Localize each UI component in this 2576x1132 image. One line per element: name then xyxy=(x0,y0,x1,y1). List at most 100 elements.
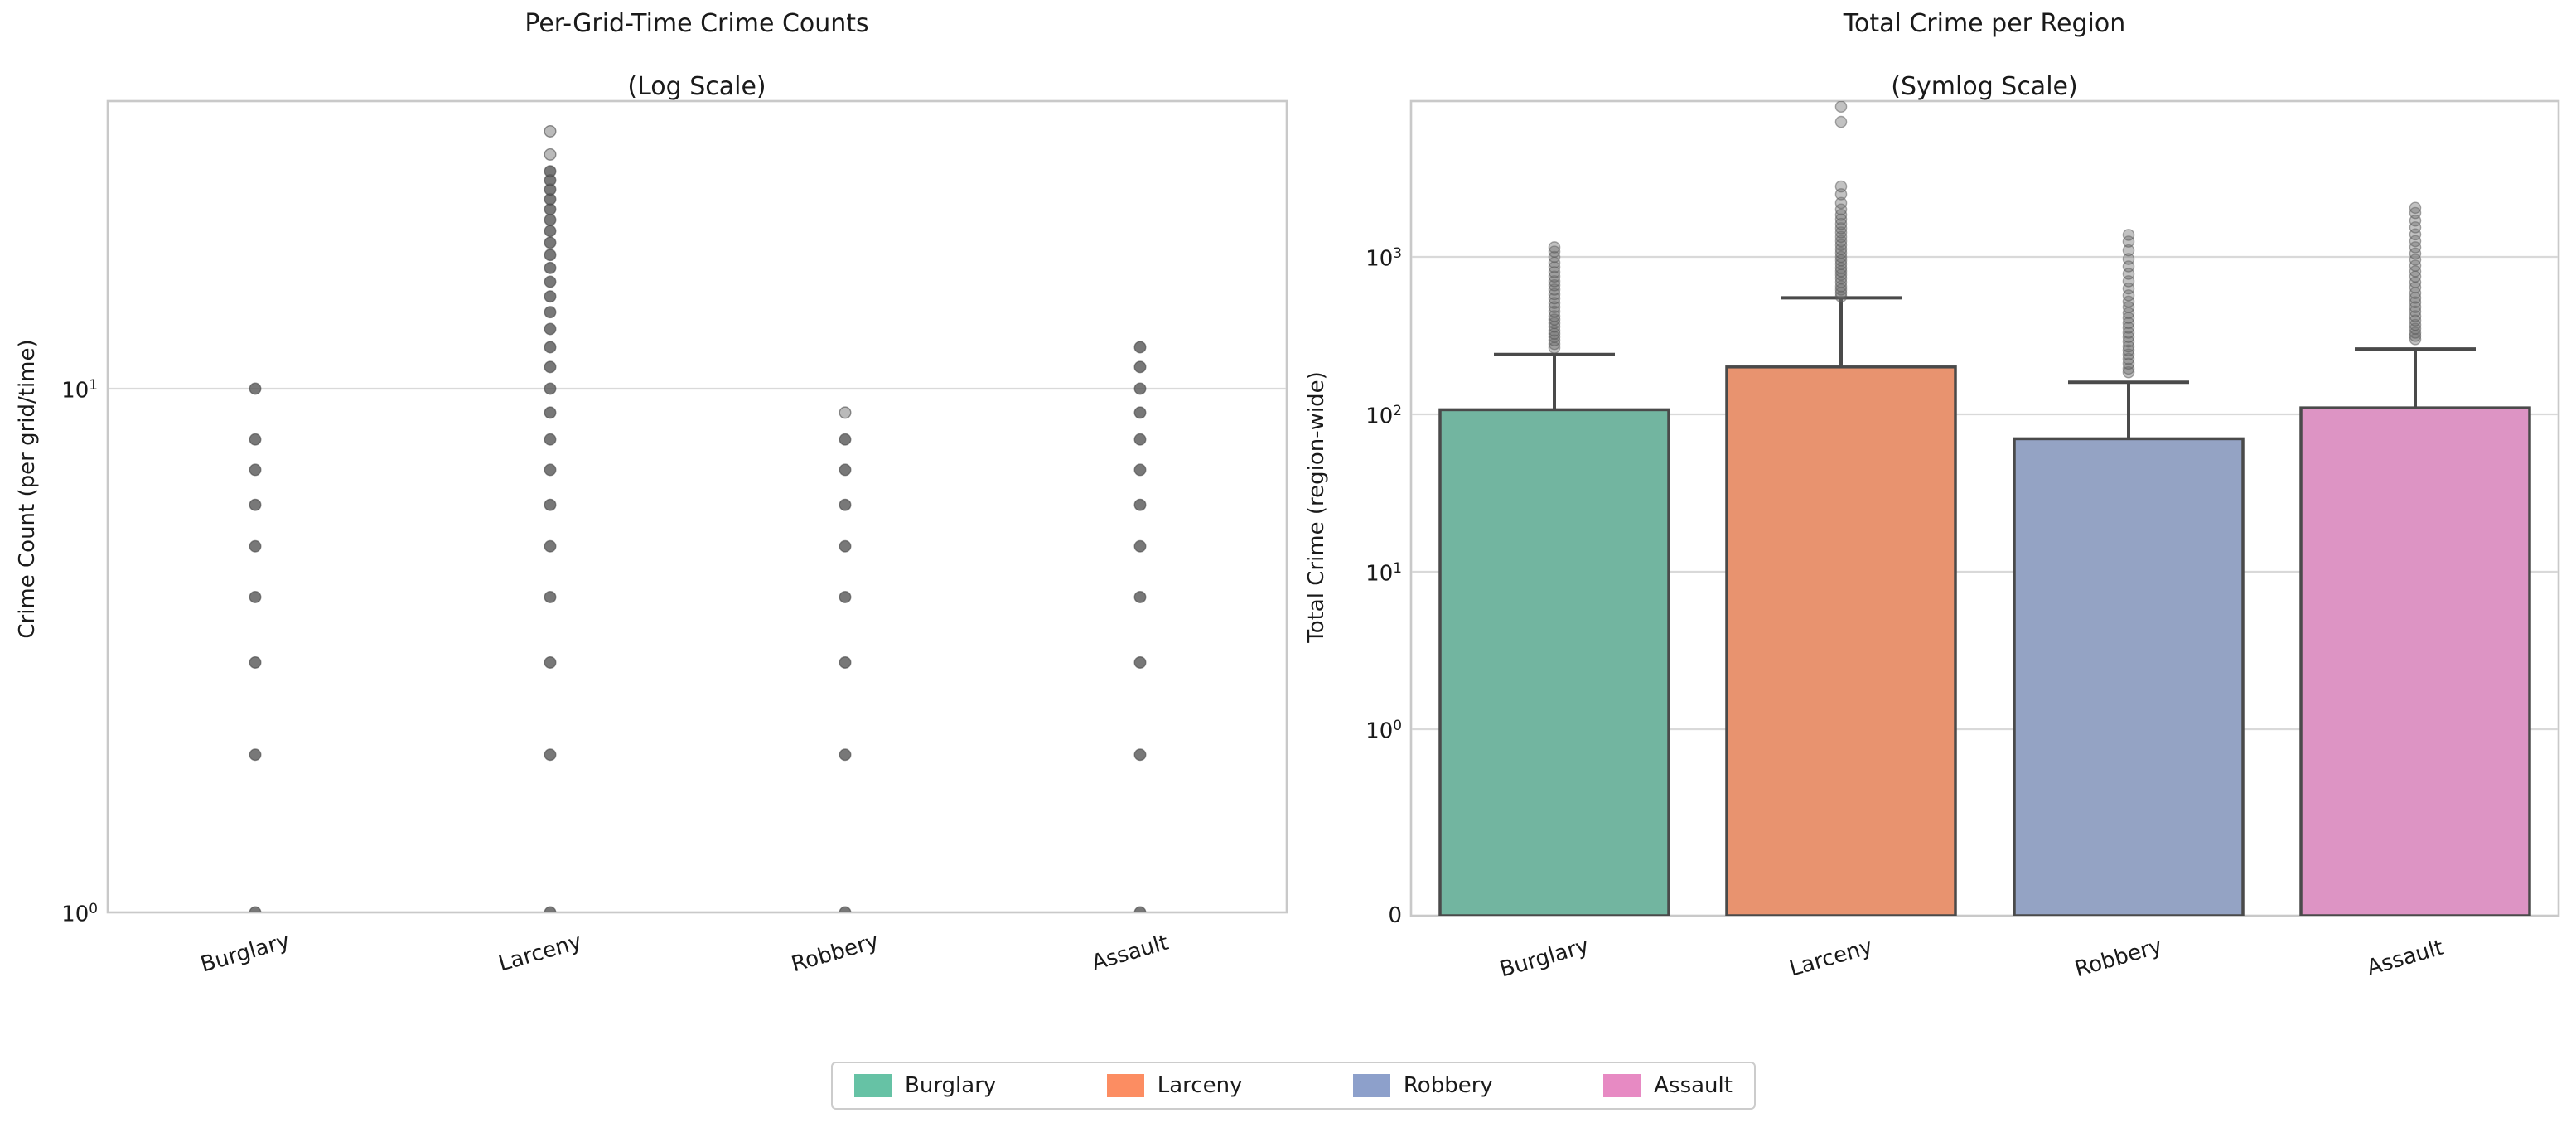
right-plot-title: Total Crime per Region (Symlog Scale) xyxy=(1404,8,2564,103)
strip-dot-assault-3 xyxy=(1133,655,1147,669)
legend-item-burglary: Burglary xyxy=(854,1073,996,1098)
outlier-dot-robbery-290 xyxy=(2122,335,2135,348)
strip-dot-larceny-2 xyxy=(544,748,557,762)
outlier-dot-larceny-1260 xyxy=(1834,235,1848,248)
strip-dot-larceny-4 xyxy=(544,590,557,603)
outlier-dot-assault-960 xyxy=(2409,254,2422,266)
strip-dot-assault-7 xyxy=(1133,463,1147,477)
strip-dot-robbery-7 xyxy=(839,463,852,477)
strip-dot-assault-10 xyxy=(1133,382,1147,395)
outlier-dot-larceny-1730 xyxy=(1834,213,1848,226)
legend-label-assault: Assault xyxy=(1654,1073,1733,1098)
outlier-dot-assault-515 xyxy=(2409,296,2422,309)
strip-dot-larceny-31 xyxy=(544,124,557,138)
strip-dot-burglary-10 xyxy=(249,382,262,395)
outlier-dot-burglary-1080 xyxy=(1548,245,1561,258)
outlier-dot-burglary-480 xyxy=(1548,301,1561,313)
legend-swatch-burglary xyxy=(854,1074,892,1097)
y-tick-label-10e1: 101 xyxy=(1365,559,1402,587)
legend-item-assault: Assault xyxy=(1603,1073,1733,1098)
strip-dot-larceny-15 xyxy=(544,290,557,303)
outlier-dot-robbery-255 xyxy=(2122,344,2135,357)
strip-dot-larceny-1 xyxy=(544,906,557,912)
strip-dot-assault-6 xyxy=(1133,498,1147,511)
bar-larceny xyxy=(1725,365,1957,916)
strip-dot-burglary-8 xyxy=(249,433,262,446)
strip-dot-larceny-17 xyxy=(544,261,557,274)
strip-dot-robbery-4 xyxy=(839,590,852,603)
strip-dot-burglary-5 xyxy=(249,539,262,553)
strip-dot-burglary-2 xyxy=(249,748,262,762)
right-y-axis-label: Total Crime (region-wide) xyxy=(1304,371,1329,643)
legend-swatch-robbery xyxy=(1352,1074,1390,1097)
strip-dot-larceny-18 xyxy=(544,249,557,262)
left-plot-title-line2: (Log Scale) xyxy=(627,72,766,101)
strip-dot-larceny-8 xyxy=(544,433,557,446)
y-tick-label-10e0: 100 xyxy=(1365,717,1402,744)
strip-dot-burglary-3 xyxy=(249,655,262,669)
strip-dot-assault-12 xyxy=(1133,341,1147,354)
outlier-dot-assault-1260 xyxy=(2409,235,2422,248)
outlier-dot-robbery-355 xyxy=(2122,322,2135,334)
outlier-dot-robbery-185 xyxy=(2122,365,2135,379)
y-tick-label-10e2: 102 xyxy=(1365,402,1402,429)
strip-dot-larceny-9 xyxy=(544,406,557,419)
right-plot-title-line1: Total Crime per Region xyxy=(1843,9,2126,38)
strip-dot-larceny-21 xyxy=(544,213,557,226)
strip-dot-larceny-16 xyxy=(544,275,557,288)
strip-dot-assault-9 xyxy=(1133,406,1147,419)
strip-dot-larceny-14 xyxy=(544,306,557,319)
outlier-dot-assault-350 xyxy=(2409,322,2422,335)
y-tick-label-0: 0 xyxy=(1388,903,1402,928)
outlier-dot-assault-1150 xyxy=(2409,241,2422,254)
left-plot-frame xyxy=(106,99,1288,914)
legend-swatch-assault xyxy=(1603,1074,1641,1097)
outlier-dot-burglary-620 xyxy=(1548,283,1561,296)
outlier-dot-burglary-420 xyxy=(1548,310,1561,322)
y-tick-label-10e0: 100 xyxy=(61,900,98,927)
bar-assault xyxy=(2299,406,2531,916)
bar-burglary xyxy=(1438,408,1670,916)
bar-robbery xyxy=(2013,437,2245,916)
strip-dot-assault-4 xyxy=(1133,590,1147,603)
strip-dot-burglary-6 xyxy=(249,498,262,511)
strip-dot-larceny-7 xyxy=(544,463,557,477)
left-strip-dots xyxy=(249,124,1147,912)
strip-dot-robbery-8 xyxy=(839,433,852,446)
outlier-dot-larceny-1620 xyxy=(1834,217,1848,230)
outlier-dot-burglary-310 xyxy=(1548,331,1561,343)
outlier-dot-robbery-310 xyxy=(2122,331,2135,343)
strip-dot-larceny-5 xyxy=(544,539,557,553)
strip-dot-larceny-26 xyxy=(544,165,557,178)
outlier-dot-burglary-700 xyxy=(1548,275,1561,288)
strip-dot-larceny-13 xyxy=(544,322,557,336)
strip-dot-robbery-5 xyxy=(839,539,852,553)
outlier-dot-burglary-295 xyxy=(1548,334,1561,347)
strip-dot-larceny-20 xyxy=(544,225,557,238)
outlier-dot-robbery-1100 xyxy=(2122,244,2135,257)
y-tick-label-10e3: 103 xyxy=(1365,244,1402,272)
left-plot-title: Per-Grid-Time Crime Counts (Log Scale) xyxy=(117,8,1277,103)
strip-dot-assault-1 xyxy=(1133,906,1147,912)
outlier-dot-larceny-1430 xyxy=(1834,226,1848,239)
strip-dot-robbery-1 xyxy=(839,906,852,912)
strip-dot-larceny-12 xyxy=(544,341,557,354)
legend-label-larceny: Larceny xyxy=(1157,1073,1243,1098)
outlier-dot-robbery-970 xyxy=(2122,253,2135,265)
outlier-dot-larceny-2800 xyxy=(1834,180,1848,193)
strip-dot-robbery-9 xyxy=(839,406,852,419)
outlier-dot-larceny-7200 xyxy=(1834,115,1848,128)
outlier-dot-burglary-660 xyxy=(1548,278,1561,292)
outlier-dot-burglary-1150 xyxy=(1548,241,1561,254)
legend-label-burglary: Burglary xyxy=(905,1073,997,1098)
outlier-dot-larceny-1340 xyxy=(1834,230,1848,244)
outlier-dot-assault-1540 xyxy=(2409,221,2422,234)
legend-label-robbery: Robbery xyxy=(1403,1073,1493,1098)
outlier-dot-assault-2050 xyxy=(2409,201,2422,215)
outlier-dot-larceny-2200 xyxy=(1834,196,1848,210)
outlier-dot-burglary-860 xyxy=(1548,261,1561,273)
outlier-dot-assault-450 xyxy=(2409,305,2422,318)
outlier-dot-assault-1050 xyxy=(2409,247,2422,260)
